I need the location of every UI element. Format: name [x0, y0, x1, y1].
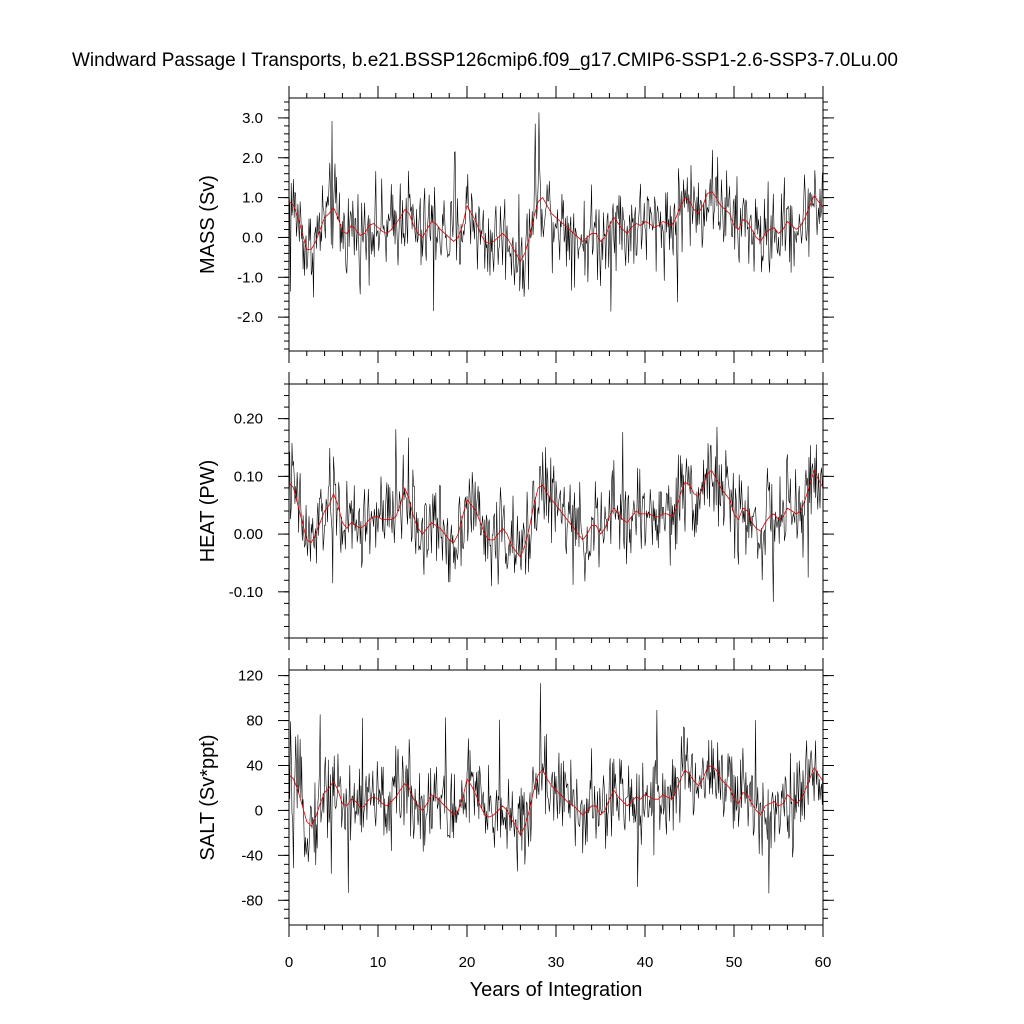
heat-y-tick-label: 0.00 [234, 526, 263, 543]
salt-y-tick-label: 120 [238, 668, 263, 685]
salt-y-axis-label: SALT (Sv*ppt) [197, 735, 219, 861]
mass-y-tick-label: 1.0 [242, 190, 263, 207]
mass-plot-frame [288, 97, 824, 352]
heat-y-tick-label: -0.10 [229, 584, 263, 601]
heat-smoothed-series [288, 470, 824, 558]
heat-y-axis-label: HEAT (PW) [197, 460, 219, 563]
mass-y-tick-label: -2.0 [237, 309, 263, 326]
salt-x-tick-label: 20 [459, 954, 476, 971]
mass-y-tick-label: 0.0 [242, 229, 263, 246]
salt-x-tick-label: 10 [370, 954, 387, 971]
salt-y-tick-label: 40 [246, 757, 263, 774]
salt-y-tick-label: -80 [241, 892, 263, 909]
mass-y-tick-label: 2.0 [242, 150, 263, 167]
heat-y-tick-label: 0.10 [234, 468, 263, 485]
salt-plot-frame [288, 669, 824, 926]
chart-title: Windward Passage I Transports, b.e21.BSS… [72, 50, 898, 71]
heat-y-tick-label: 0.20 [234, 411, 263, 428]
salt-x-tick-label: 60 [815, 954, 832, 971]
mass-smoothed-series [288, 191, 824, 262]
mass-y-axis-label: MASS (Sv) [197, 175, 219, 274]
salt-smoothed-series [288, 765, 824, 836]
mass-y-tick-label: -1.0 [237, 269, 263, 286]
mass-panel: -2.0 -1.0 0.0 1.0 2.0 3.0 MASS (Sv) [197, 86, 834, 363]
salt-y-tick-label: 0 [255, 802, 263, 819]
salt-panel: -80 -40 0 40 80 120 0 10 20 30 40 50 60 SALT (Sv*ppt) [197, 658, 834, 971]
salt-x-tick-label: 30 [548, 954, 565, 971]
mass-y-tick-label: 3.0 [242, 110, 263, 127]
salt-y-tick-label: -40 [241, 847, 263, 864]
salt-y-tick-label: 80 [246, 713, 263, 730]
salt-monthly-series [288, 682, 824, 894]
heat-panel: -0.10 0.00 0.10 0.20 HEAT (PW) [197, 372, 834, 650]
heat-monthly-series [288, 426, 824, 603]
salt-x-tick-label: 50 [726, 954, 743, 971]
x-axis-label: Years of Integration [470, 979, 643, 1001]
salt-x-tick-label: 0 [285, 954, 293, 971]
mass-monthly-series [288, 112, 824, 312]
salt-x-tick-label: 40 [637, 954, 654, 971]
